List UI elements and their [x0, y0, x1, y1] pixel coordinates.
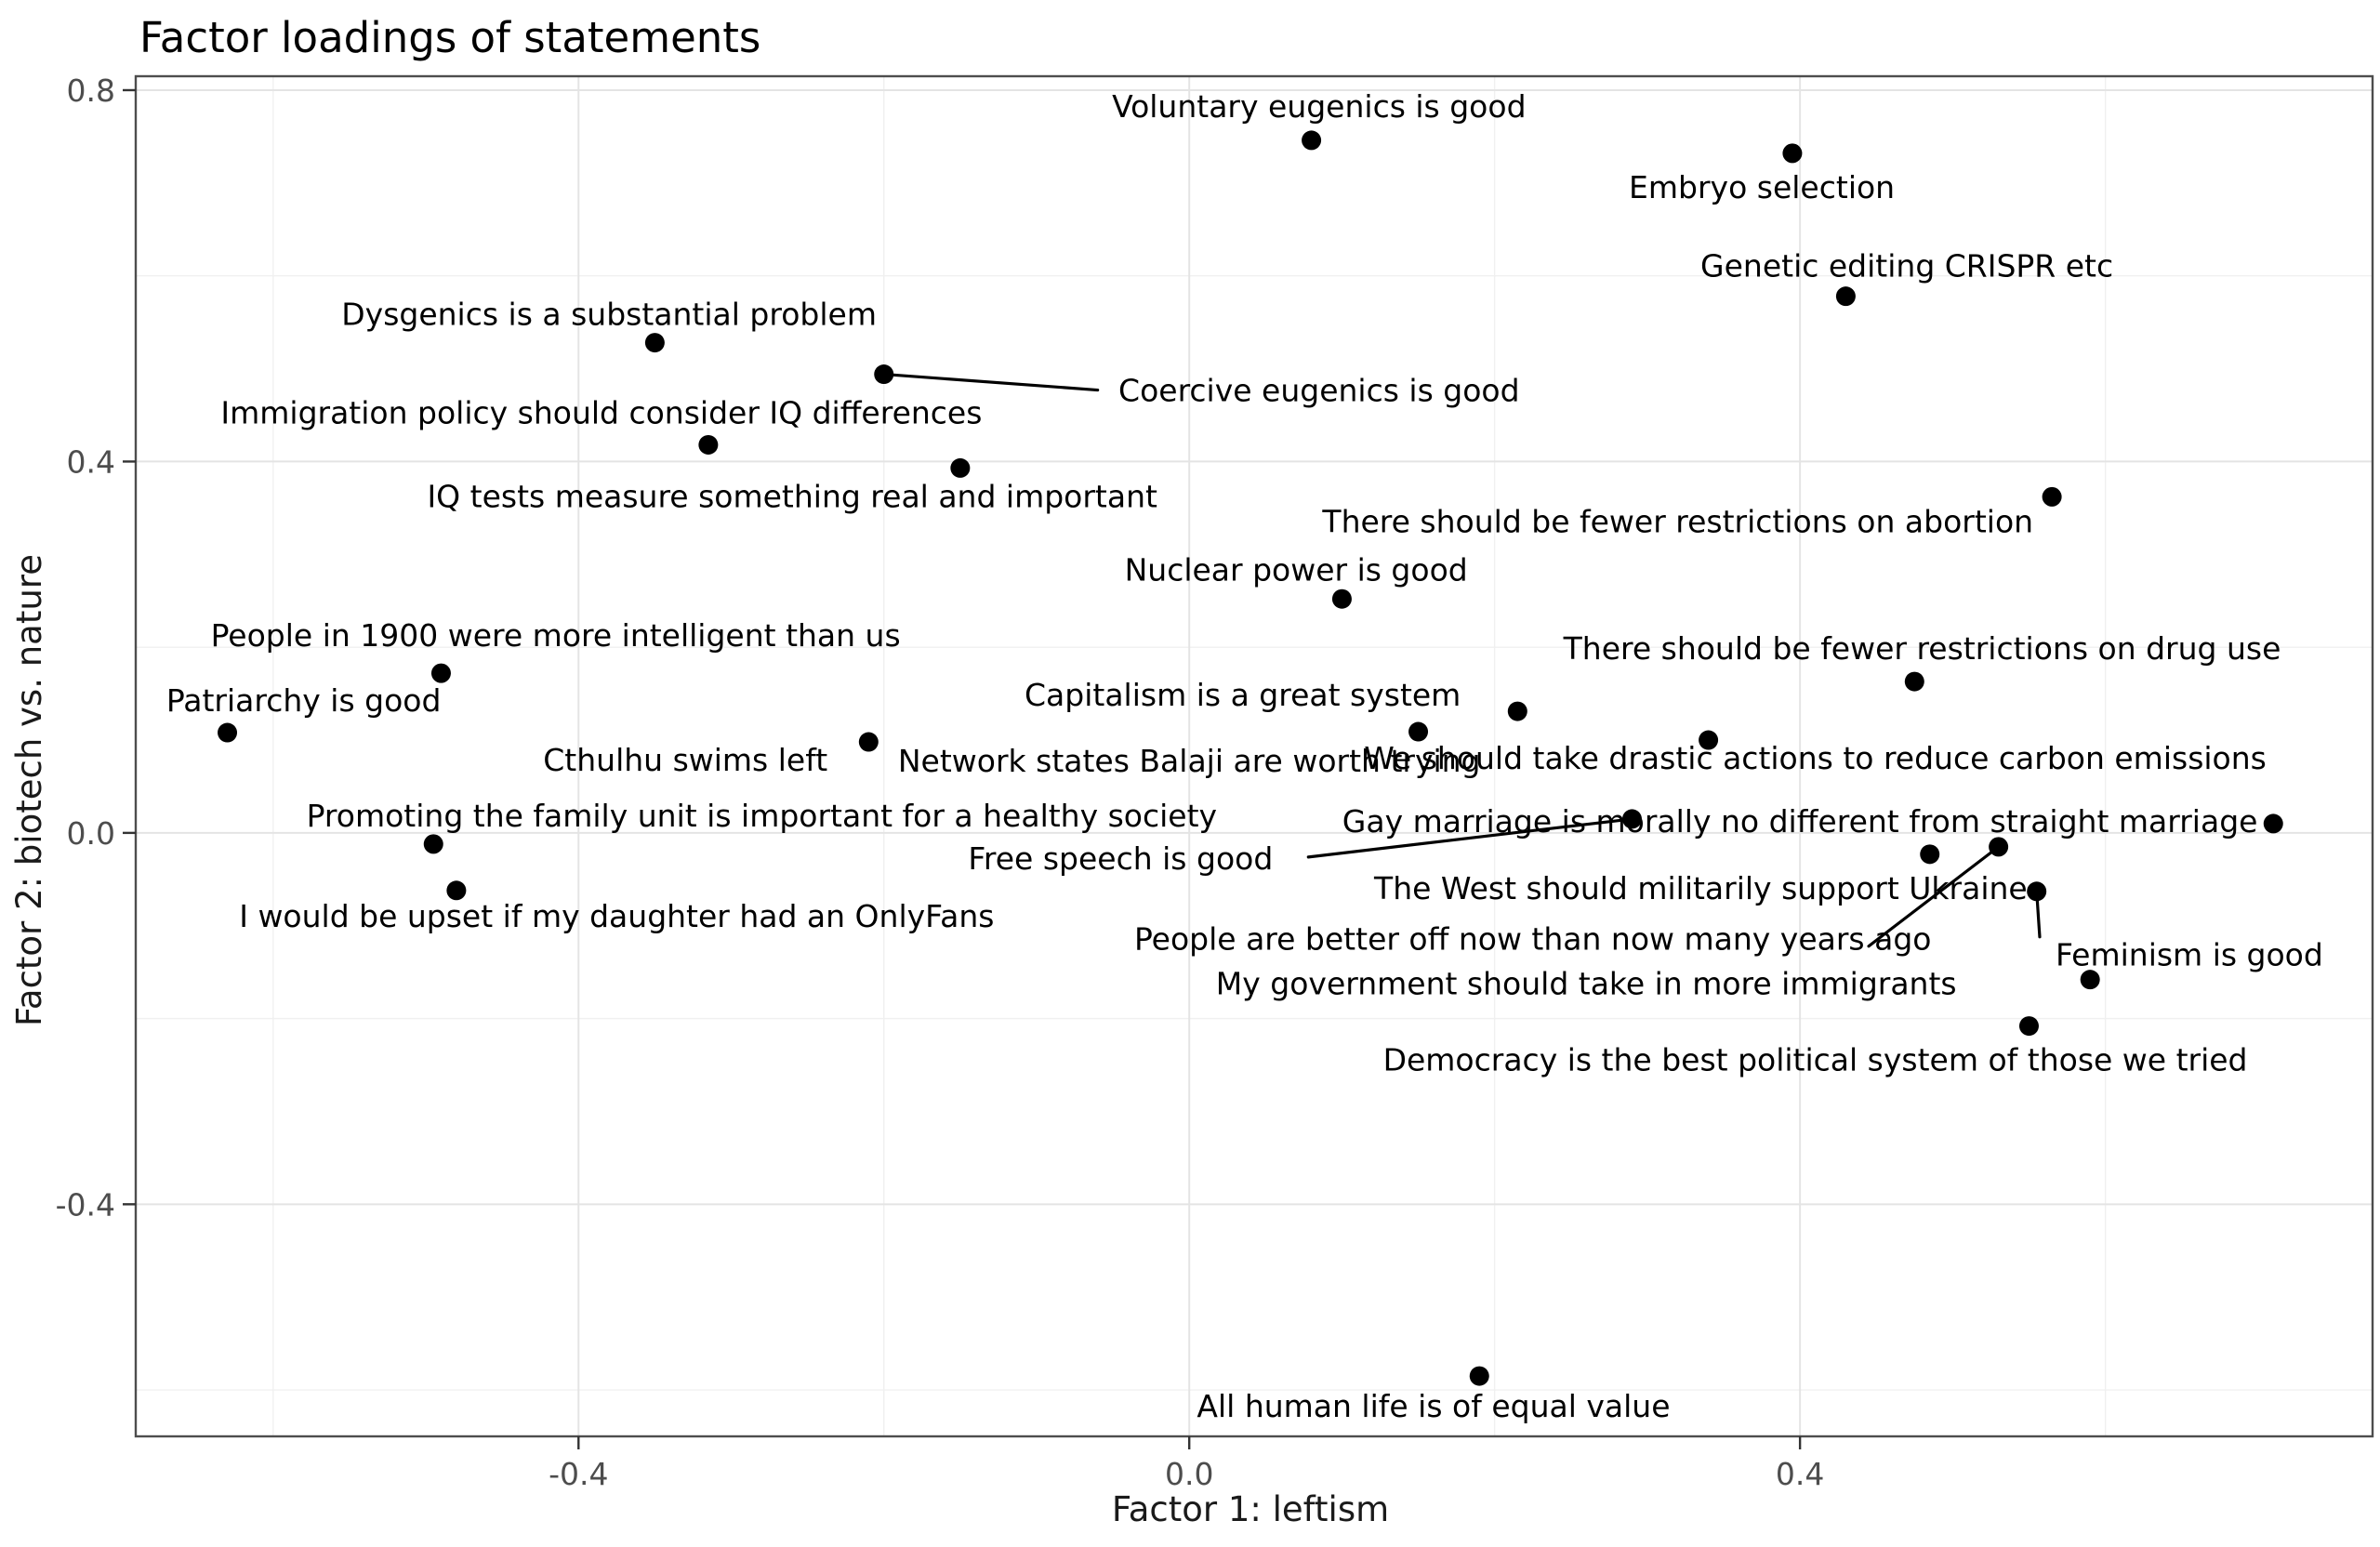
y-tick-label: -0.4: [56, 1186, 115, 1223]
point-label: People are better off now than now many …: [1134, 921, 1932, 958]
x-tick-label: -0.4: [549, 1456, 608, 1492]
data-point: [1302, 130, 1322, 151]
x-tick-label: 0.4: [1776, 1456, 1824, 1492]
leader-line: [1306, 817, 1634, 859]
panel-border: [134, 74, 2374, 1438]
data-point: [1989, 837, 2009, 857]
point-label: Patriarchy is good: [166, 682, 442, 719]
point-label: Embryo selection: [1629, 169, 1895, 205]
point-label: Feminism is good: [2056, 937, 2323, 973]
data-point: [1904, 671, 1924, 692]
data-point: [2263, 813, 2283, 834]
data-point: [1331, 588, 1352, 609]
data-point: [1782, 143, 1803, 164]
point-label: I would be upset if my daughter had an O…: [239, 898, 994, 934]
point-label: There should be fewer restrictions on dr…: [1563, 630, 2281, 667]
leader-line: [882, 372, 1100, 392]
data-point: [1507, 701, 1527, 721]
chart-title: Factor loadings of statements: [139, 13, 760, 62]
data-point: [1621, 809, 1642, 829]
data-point: [2018, 1016, 2039, 1037]
point-label: Promoting the family unit is important f…: [307, 798, 1217, 834]
grid-lines: [136, 76, 2373, 1436]
data-point: [1469, 1366, 1489, 1386]
data-point: [2027, 881, 2047, 902]
data-point: [644, 333, 665, 353]
data-point: [858, 732, 879, 752]
data-point: [1835, 286, 1856, 307]
point-label: My government should take in more immigr…: [1216, 966, 1957, 1002]
point-label: There should be fewer restrictions on ab…: [1321, 503, 2033, 539]
data-point: [423, 834, 443, 854]
point-label: Network states Balaji are worth trying: [898, 743, 1481, 779]
point-label: We should take drastic actions to reduce…: [1364, 740, 2267, 776]
x-tick-label: 0.0: [1165, 1456, 1213, 1492]
point-label: Dysgenics is a substantial problem: [341, 297, 877, 333]
data-point: [950, 457, 971, 478]
point-label: Coercive eugenics is good: [1118, 373, 1520, 409]
y-tick-label: 0.0: [67, 815, 115, 852]
point-label: Voluntary eugenics is good: [1112, 88, 1526, 125]
x-axis-title: Factor 1: leftism: [1112, 1489, 1389, 1529]
point-labels: Voluntary eugenics is good Embryo selecti…: [166, 88, 2323, 1424]
data-point: [698, 434, 719, 455]
axis-ticks: -0.4 0.0 0.4 -0.4 0.0 0.4 0.8: [56, 73, 1825, 1492]
point-label: IQ tests measure something real and impo…: [427, 478, 1157, 514]
data-point: [1408, 721, 1429, 742]
point-label: Cthulhu swims left: [543, 742, 827, 778]
data-point: [1920, 844, 1940, 865]
data-point: [2080, 970, 2100, 990]
data-points: [218, 130, 2283, 1386]
point-label: All human life is of equal value: [1197, 1388, 1670, 1424]
point-label: People in 1900 were more intelligent tha…: [211, 617, 901, 654]
point-label: Genetic editing CRISPR etc: [1700, 248, 2113, 284]
data-point: [430, 663, 451, 683]
data-point: [218, 722, 238, 743]
y-axis-title: Factor 2: biotech vs. nature: [9, 554, 49, 1026]
point-label: Nuclear power is good: [1125, 551, 1468, 588]
point-label: Capitalism is a great system: [1025, 677, 1461, 713]
point-label: Free speech is good: [968, 840, 1273, 877]
point-label: Democracy is the best political system o…: [1383, 1042, 2248, 1078]
y-tick-label: 0.8: [67, 73, 115, 109]
point-label: Immigration policy should consider IQ di…: [220, 395, 982, 431]
data-point: [1699, 730, 1719, 750]
leader-line: [1867, 845, 2001, 948]
point-label: Gay marriage is morally no different fro…: [1342, 803, 2258, 840]
data-point: [446, 880, 467, 901]
point-label: The West should militarily support Ukrai…: [1373, 870, 2028, 906]
data-point: [874, 364, 894, 385]
data-point: [2042, 486, 2062, 507]
y-tick-label: 0.4: [67, 443, 115, 480]
